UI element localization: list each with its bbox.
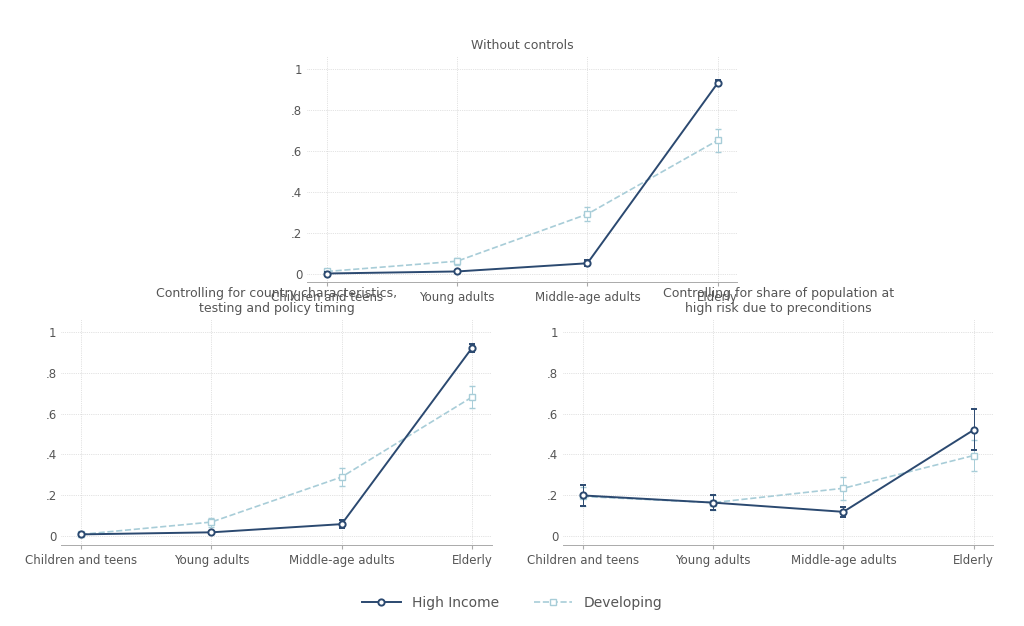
Title: Controlling for country characteristics,
testing and policy timing: Controlling for country characteristics,…: [156, 287, 397, 316]
Legend: High Income, Developing: High Income, Developing: [356, 591, 668, 616]
Title: Without controls: Without controls: [471, 39, 573, 53]
Title: Controlling for share of population at
high risk due to preconditions: Controlling for share of population at h…: [663, 287, 894, 316]
